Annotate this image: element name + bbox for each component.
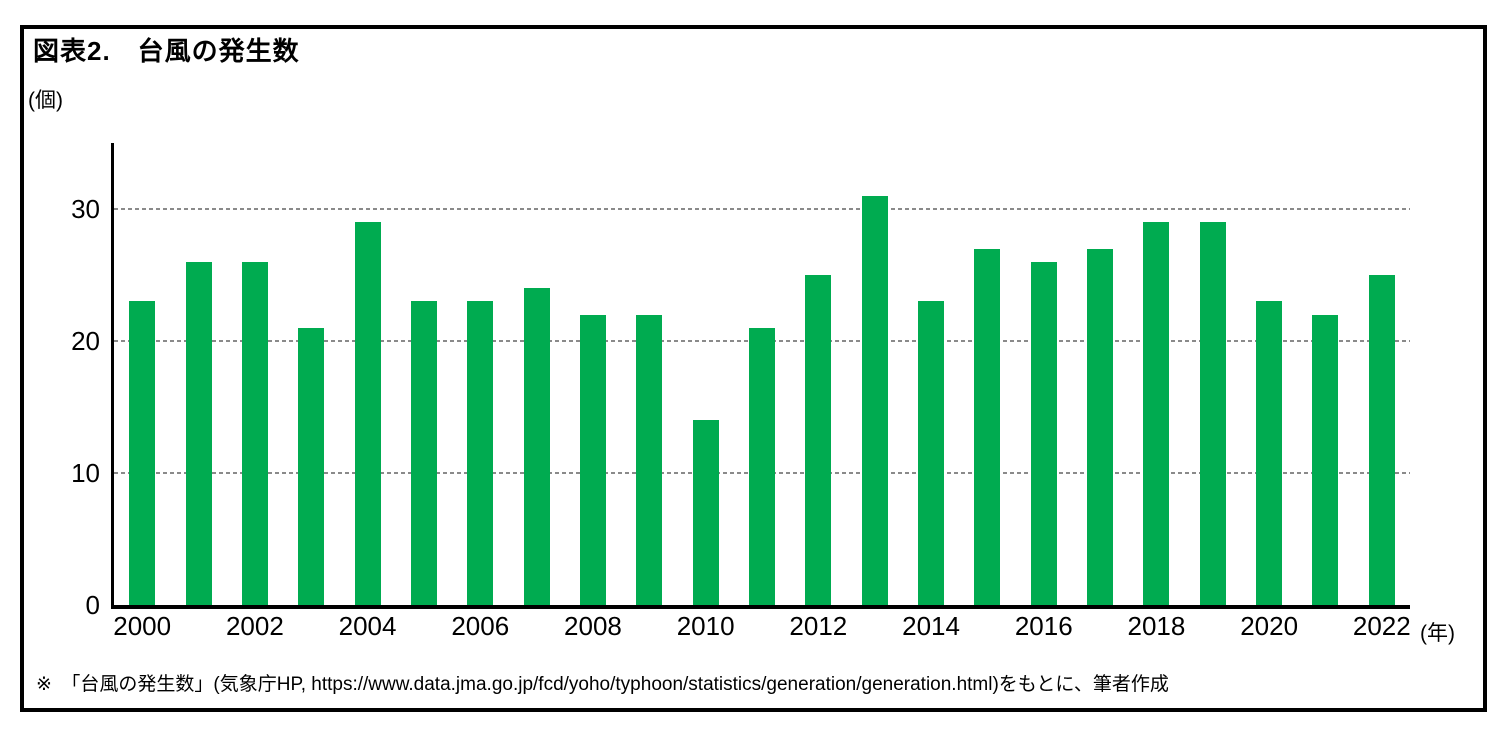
bars-container: [114, 143, 1410, 605]
x-tick-label-2006: 2006: [451, 611, 510, 641]
x-tick-label-2016: 2016: [1014, 611, 1073, 641]
y-tick-label-20: 20: [71, 326, 100, 356]
bar-slot-2017: [1072, 143, 1128, 605]
bar-slot-2004: [339, 143, 395, 605]
bar-2011: [748, 327, 775, 605]
bar-slot-2016: [1016, 143, 1072, 605]
plot-area: [114, 143, 1410, 605]
x-tick-label-2008: 2008: [564, 611, 622, 641]
bar-slot-2019: [1185, 143, 1241, 605]
x-tick-label-2014: 2014: [902, 611, 960, 641]
bar-2019: [1199, 222, 1226, 605]
bar-2008: [579, 314, 606, 605]
x-tick-label-2022: 2022: [1352, 611, 1411, 641]
gridline-30: [114, 208, 1410, 210]
bar-2022: [1368, 275, 1395, 605]
bar-slot-2021: [1297, 143, 1353, 605]
bar-2004: [354, 222, 381, 605]
bar-2017: [1087, 248, 1114, 605]
bar-2014: [917, 301, 944, 605]
x-axis-tick-labels: 2000 2002 2004 2006 2008 2010 2012 2014 2016 2018…: [113, 611, 1411, 643]
page-title: 図表2. 台風の発生数: [33, 36, 300, 66]
bar-2001: [185, 261, 212, 605]
bar-2013: [861, 195, 888, 605]
bar-slot-2012: [790, 143, 846, 605]
y-tick-label-10: 10: [71, 458, 100, 488]
bar-slot-2013: [846, 143, 902, 605]
bar-slot-2001: [170, 143, 226, 605]
x-tick-label-2010: 2010: [676, 611, 735, 641]
bar-slot-2008: [565, 143, 621, 605]
y-tick-label-30: 30: [71, 194, 100, 224]
bar-2003: [298, 327, 325, 605]
bar-2002: [241, 261, 268, 605]
bar-2007: [523, 288, 550, 605]
y-axis-tick-labels: 0 10 20 30: [50, 143, 102, 620]
bar-slot-2006: [452, 143, 508, 605]
x-axis-unit-label: (年): [1420, 622, 1455, 645]
bar-2006: [467, 301, 494, 605]
bar-slot-2010: [677, 143, 733, 605]
bar-slot-2020: [1241, 143, 1297, 605]
bar-2016: [1030, 261, 1057, 605]
bar-2012: [805, 275, 832, 605]
bar-2020: [1256, 301, 1283, 605]
y-tick-label-0: 0: [85, 590, 100, 620]
bar-2009: [636, 314, 663, 605]
bar-slot-2009: [621, 143, 677, 605]
y-axis-unit-label: (個): [28, 89, 63, 112]
bar-slot-2002: [227, 143, 283, 605]
x-tick-label-2004: 2004: [338, 611, 397, 641]
bar-2021: [1312, 314, 1339, 605]
bar-slot-2014: [903, 143, 959, 605]
x-tick-label-2018: 2018: [1127, 611, 1186, 641]
bar-slot-2007: [508, 143, 564, 605]
source-note: ※ 「台風の発生数」(気象庁HP, https://www.data.jma.g…: [36, 674, 1169, 695]
bar-slot-2011: [734, 143, 790, 605]
bar-2018: [1143, 222, 1170, 605]
x-tick-label-2000: 2000: [113, 611, 172, 641]
x-tick-label-2020: 2020: [1240, 611, 1299, 641]
bar-slot-2022: [1354, 143, 1410, 605]
bar-slot-2018: [1128, 143, 1184, 605]
bar-slot-2005: [396, 143, 452, 605]
bar-2005: [410, 301, 437, 605]
bar-2000: [129, 301, 156, 605]
bar-2015: [974, 248, 1001, 605]
x-axis-line: [111, 605, 1410, 609]
bar-slot-2015: [959, 143, 1015, 605]
bar-slot-2003: [283, 143, 339, 605]
bar-2010: [692, 420, 719, 605]
x-tick-label-2002: 2002: [225, 611, 284, 641]
bar-slot-2000: [114, 143, 170, 605]
x-tick-label-2012: 2012: [789, 611, 848, 641]
y-axis-line: [111, 143, 114, 609]
